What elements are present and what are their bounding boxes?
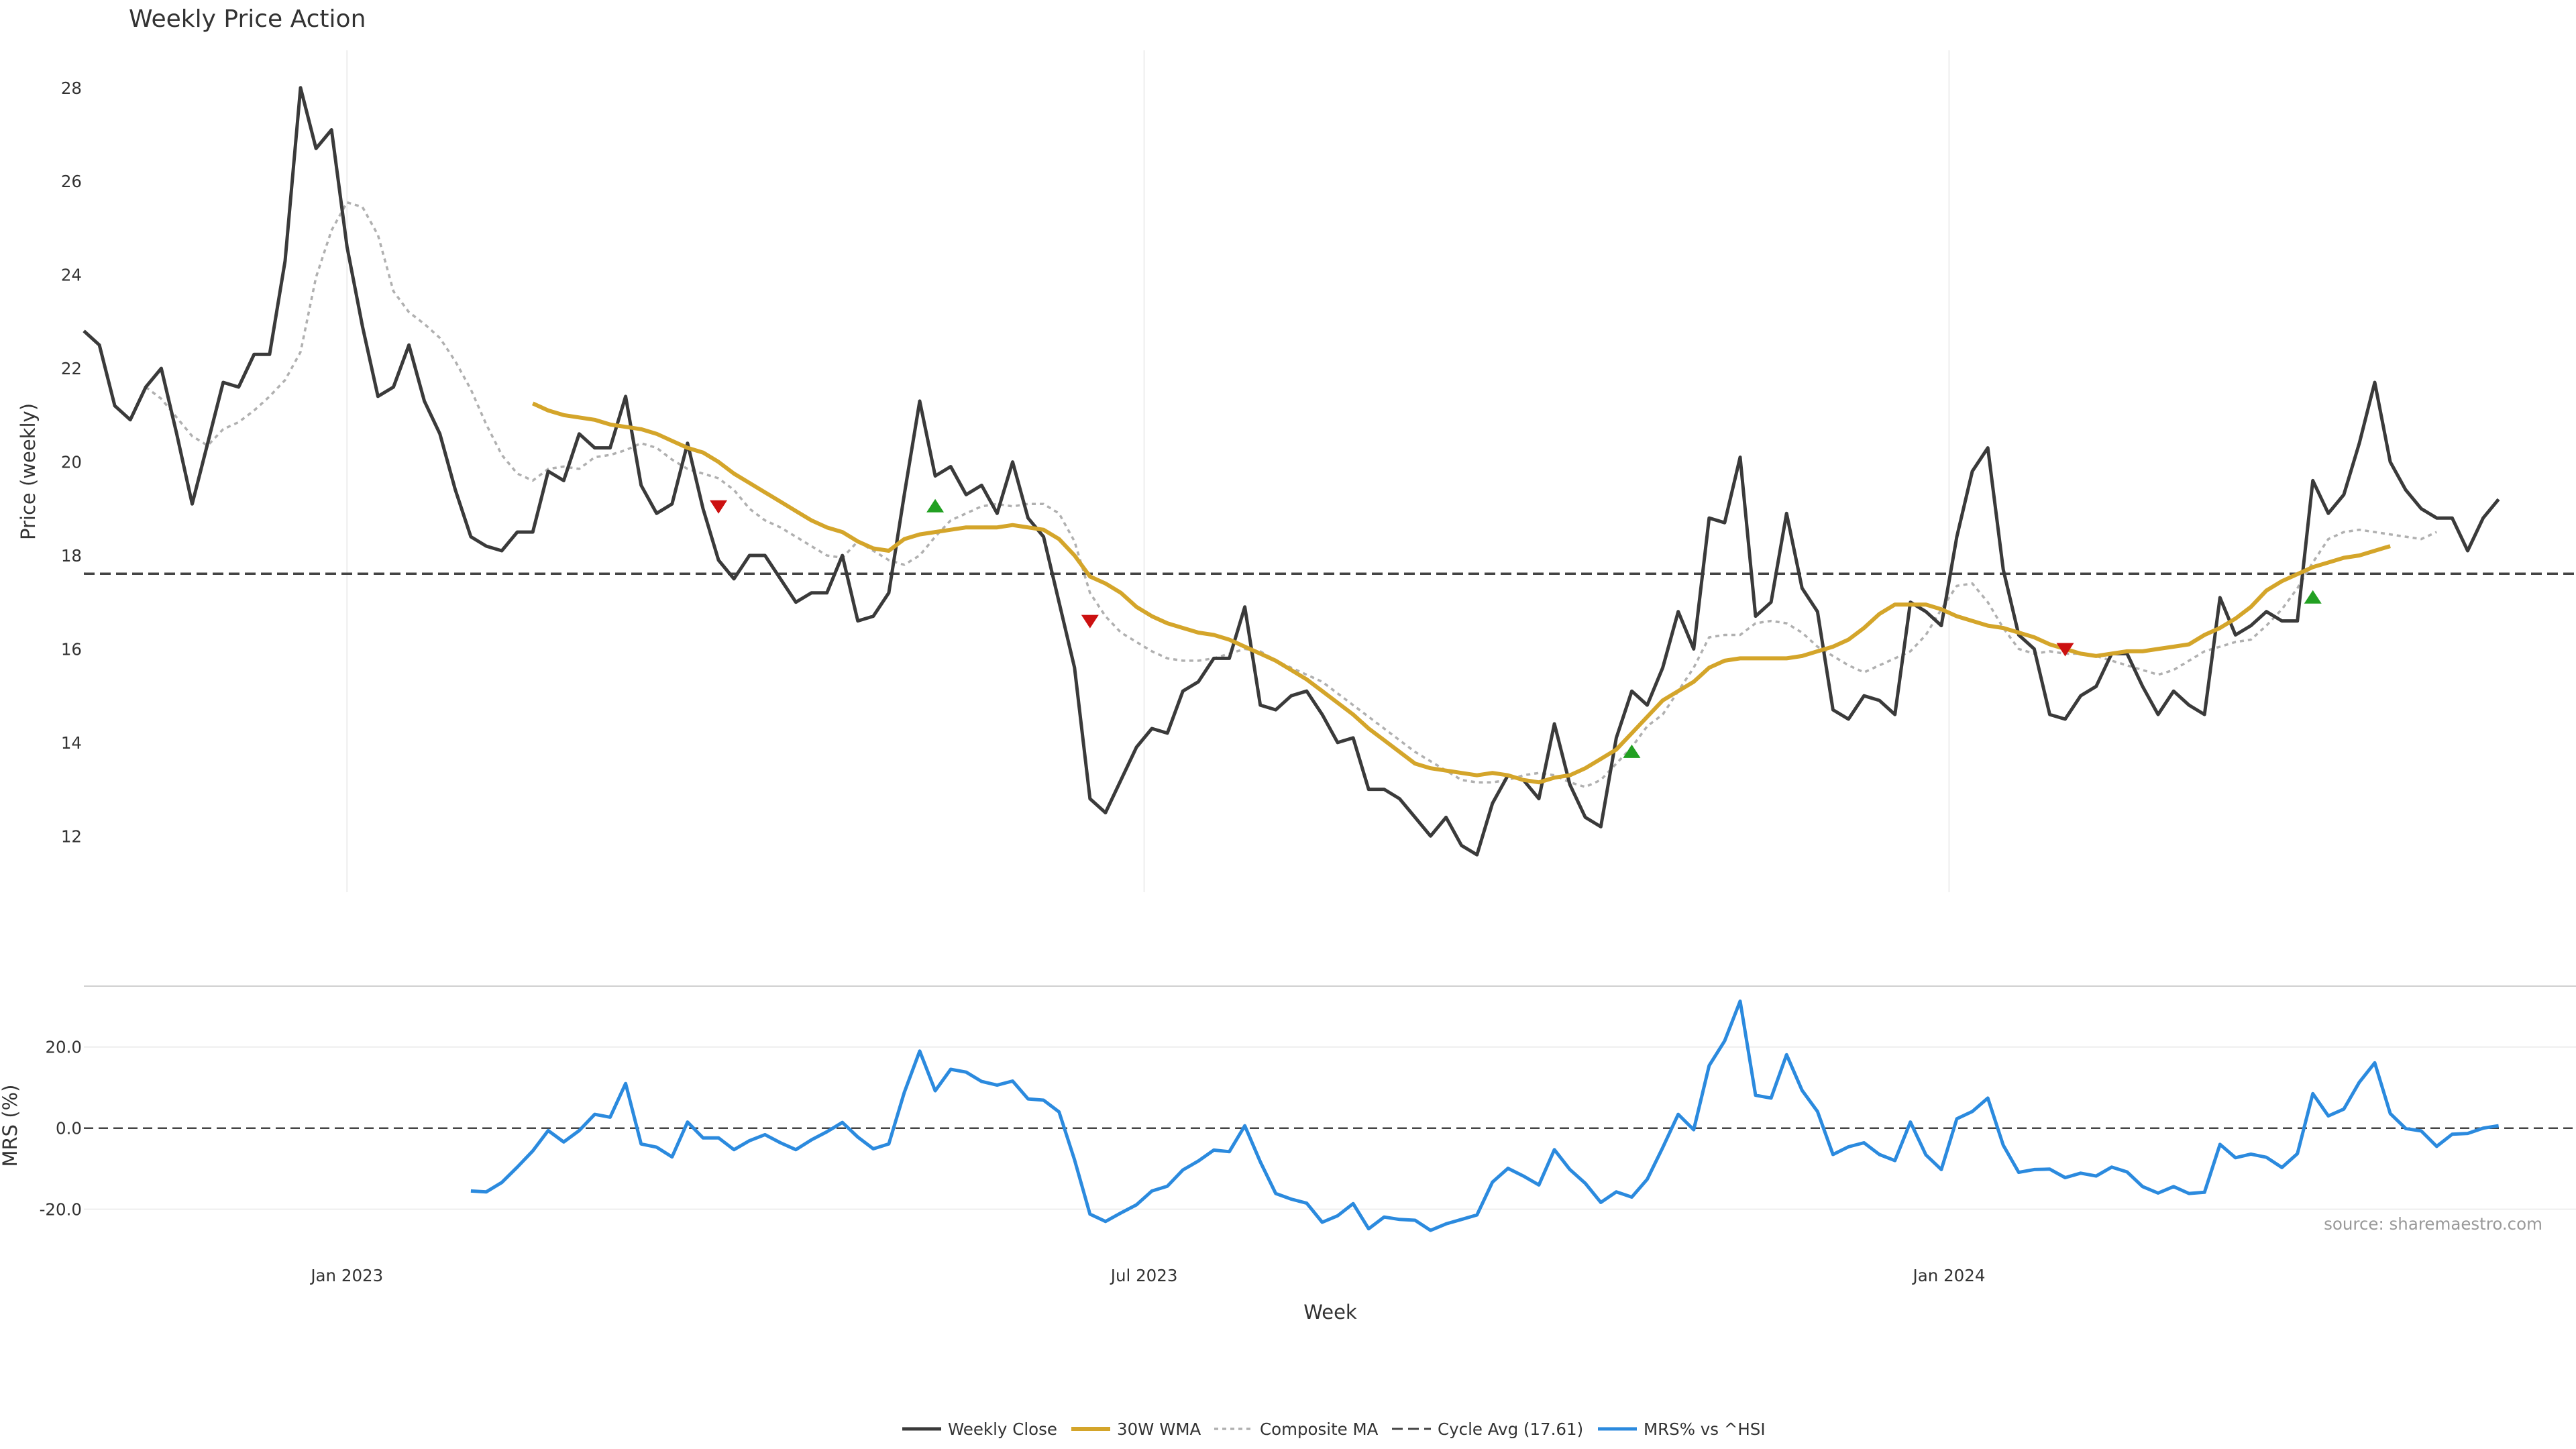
- y-tick-label: 18: [61, 546, 82, 566]
- buy-signal-marker: [1623, 744, 1641, 758]
- text-layer: Weekly Price Action 12 14 16 18 20 22 24 26 28 20.…: [0, 5, 2542, 1324]
- y-tick-label: 16: [61, 639, 82, 659]
- y-tick-label: 28: [61, 78, 82, 98]
- legend-wma: 30W WMA: [1071, 1419, 1201, 1439]
- y-tick-label: 22: [61, 359, 82, 378]
- legend-label: Weekly Close: [948, 1419, 1057, 1439]
- legend-label: Composite MA: [1260, 1419, 1379, 1439]
- y-tick-label: 12: [61, 826, 82, 846]
- y2-axis-label: MRS (%): [0, 1085, 21, 1167]
- legend-label: 30W WMA: [1117, 1419, 1201, 1439]
- mrs-tick-label: 0.0: [56, 1119, 82, 1138]
- sell-signal-marker: [2056, 643, 2074, 657]
- mrs-tick-label: -20.0: [40, 1200, 82, 1220]
- legend-label: Cycle Avg (17.61): [1438, 1419, 1583, 1439]
- chart-title: Weekly Price Action: [129, 5, 366, 33]
- x-axis-label: Week: [1303, 1301, 1357, 1324]
- legend-weekly-close: Weekly Close: [902, 1419, 1057, 1439]
- reference-lines: [84, 572, 2576, 1129]
- sell-signal-marker: [710, 500, 728, 514]
- legend-cycle-avg: Cycle Avg (17.61): [1392, 1419, 1583, 1439]
- signal-markers: [710, 498, 2322, 758]
- y-axis-label: Price (weekly): [17, 403, 40, 540]
- legend-mrs: MRS% vs ^HSI: [1598, 1419, 1766, 1439]
- y-tick-label: 20: [61, 453, 82, 472]
- legend-composite-ma: Composite MA: [1214, 1419, 1379, 1439]
- legend: Weekly Close 30W WMA Composite MA Cycle Avg…: [902, 1419, 1766, 1439]
- weekly-close-line: [83, 86, 2500, 857]
- buy-signal-marker: [2304, 590, 2322, 604]
- legend-label: MRS% vs ^HSI: [1644, 1419, 1766, 1439]
- series-layer: [83, 86, 2500, 1232]
- y-tick-label: 14: [61, 733, 82, 753]
- y-tick-label: 24: [61, 266, 82, 285]
- mrs-line: [470, 999, 2499, 1232]
- wma-30w-line: [531, 401, 2391, 785]
- grid-layer: [84, 50, 2576, 1210]
- x-tick-label: Jul 2023: [1110, 1266, 1178, 1285]
- buy-signal-marker: [926, 498, 945, 513]
- x-tick-label: Jan 2024: [1912, 1266, 1986, 1285]
- mrs-tick-label: 20.0: [45, 1038, 82, 1057]
- source-note: source: sharemaestro.com: [2324, 1214, 2542, 1234]
- composite-ma-line: [145, 201, 2438, 788]
- sell-signal-marker: [1081, 614, 1099, 629]
- y-tick-label: 26: [61, 172, 82, 191]
- x-tick-label: Jan 2023: [309, 1266, 383, 1285]
